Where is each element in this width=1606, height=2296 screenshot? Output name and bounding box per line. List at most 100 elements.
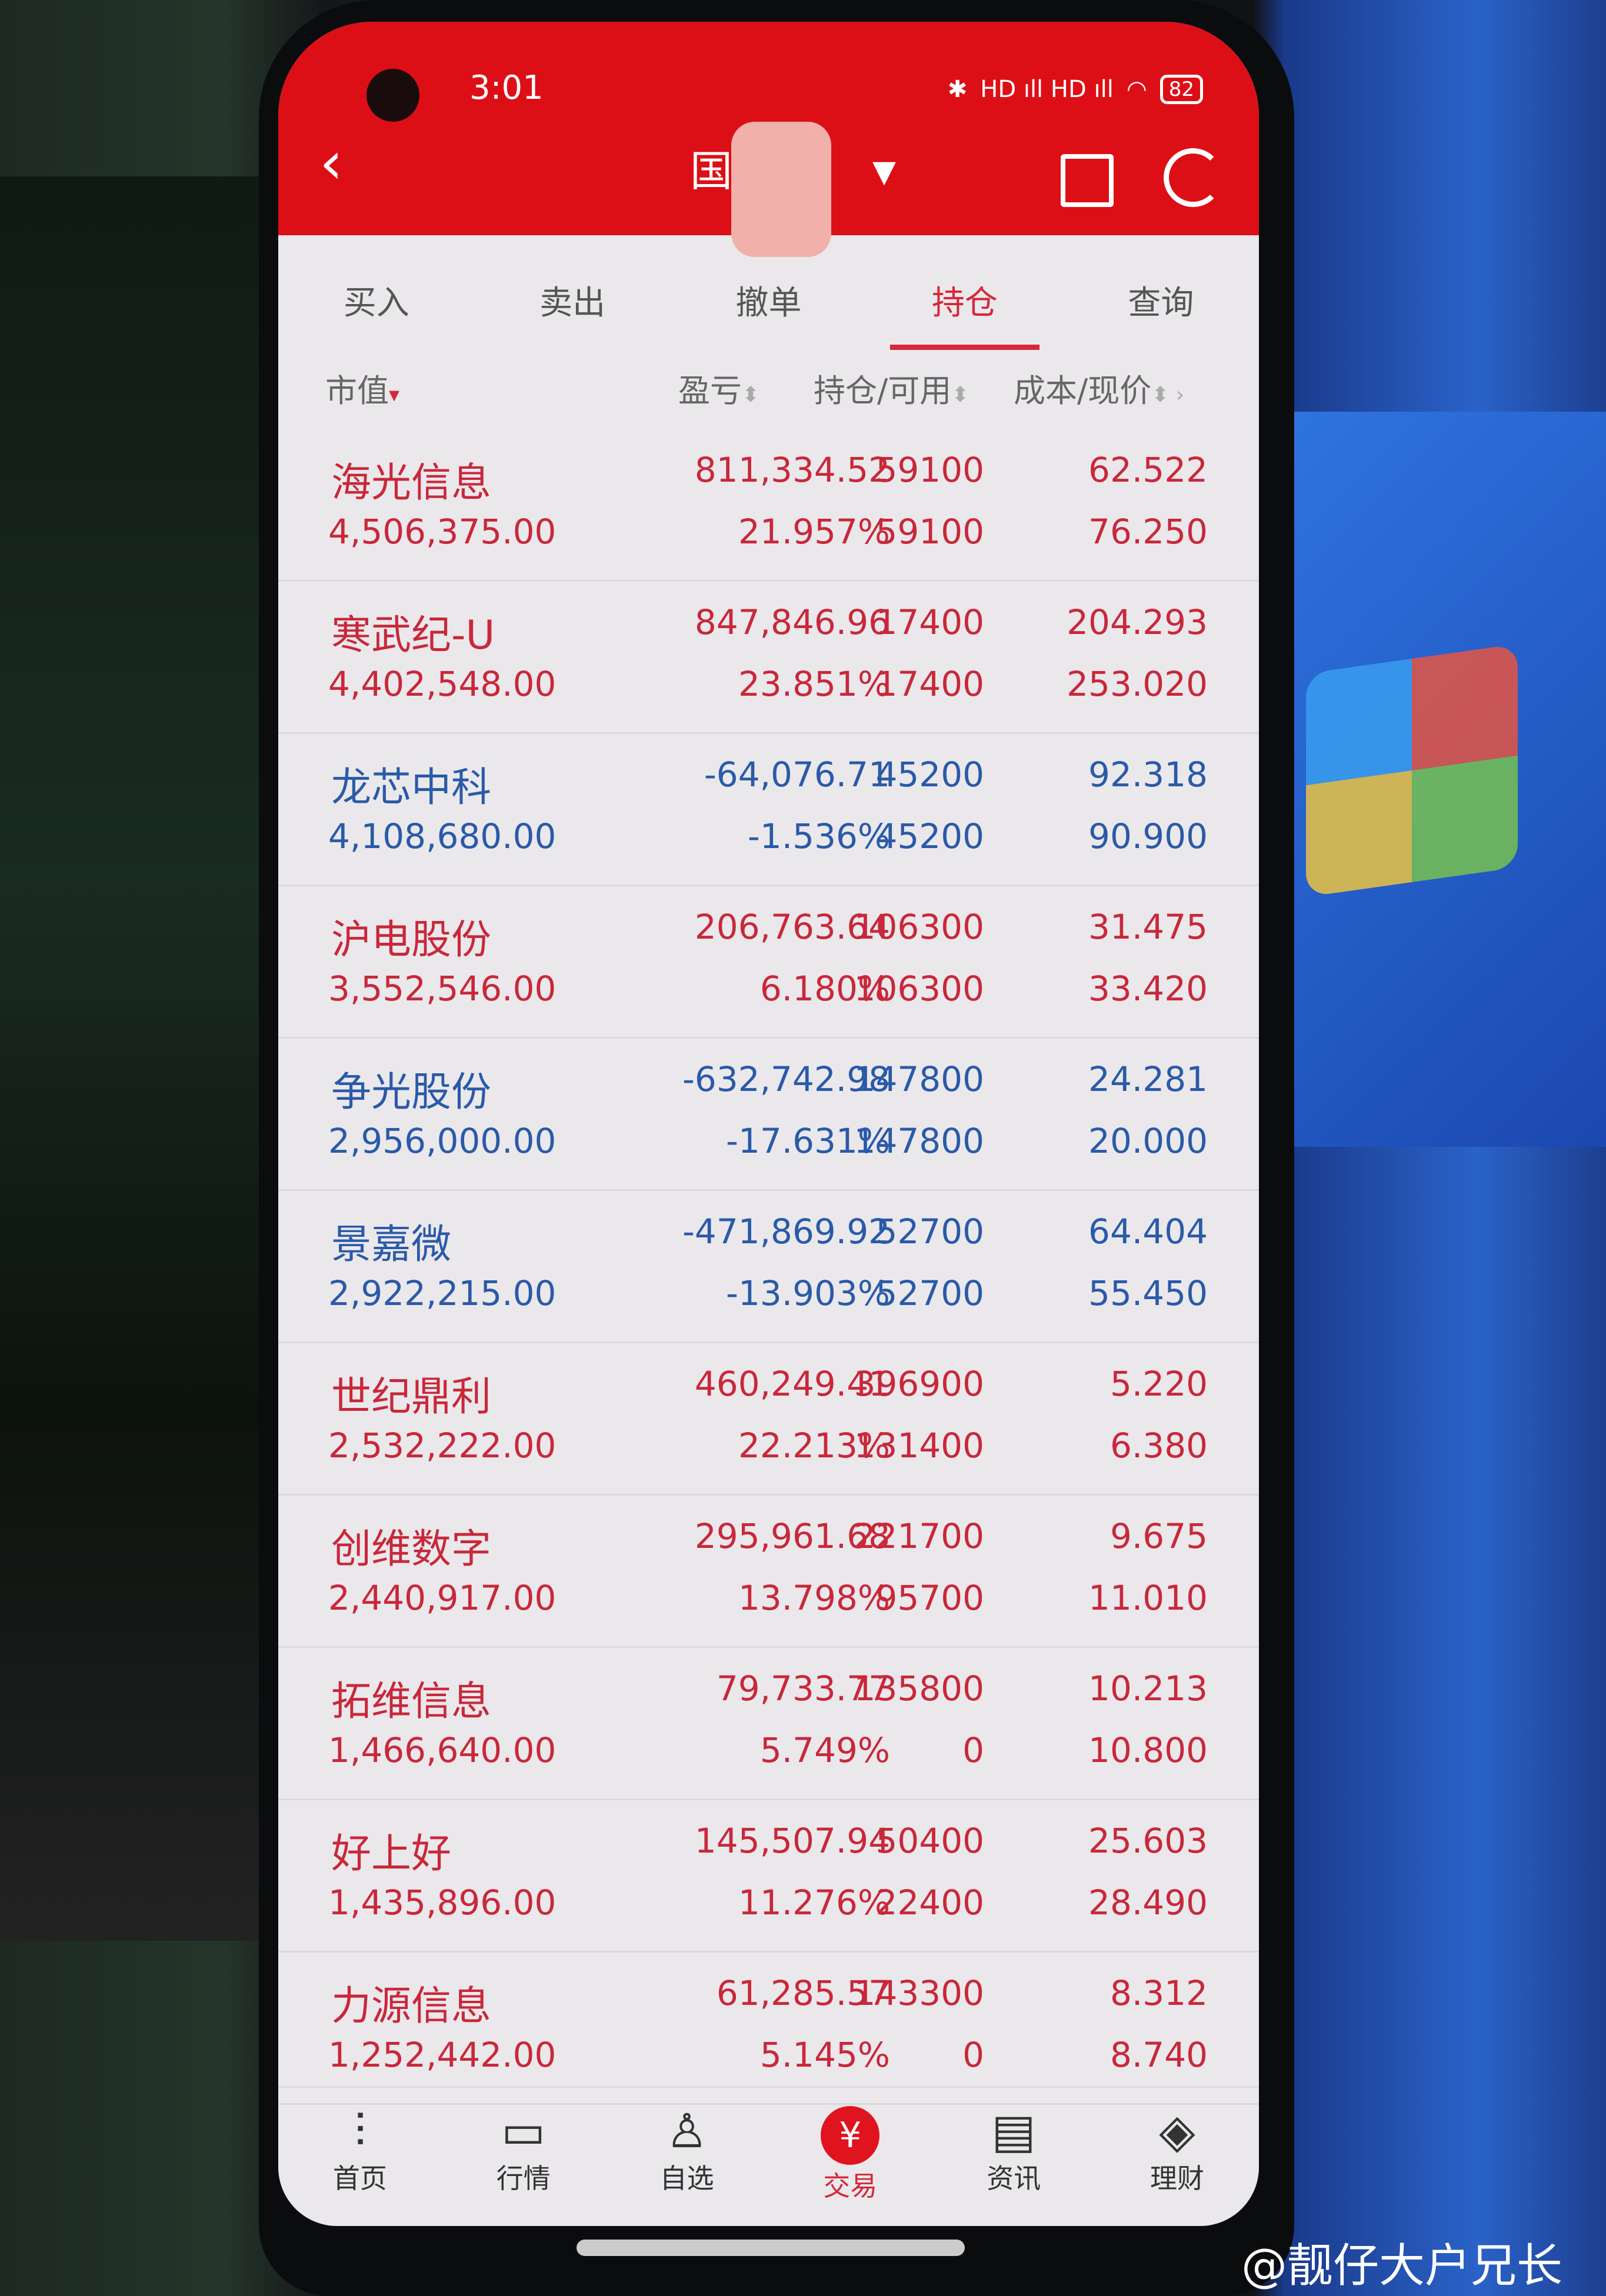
- current-price: 76.250: [1088, 512, 1208, 552]
- pnl-percent: 23.851%: [738, 664, 890, 704]
- available-qty: 52700: [875, 1273, 984, 1313]
- column-header: 市值▾ 盈亏⬍ 持仓/可用⬍ 成本/现价⬍ ›: [278, 353, 1259, 429]
- pnl-value: 460,249.41: [694, 1364, 890, 1404]
- tab-0[interactable]: 买入: [343, 284, 409, 322]
- holding-row[interactable]: 拓维信息 1,466,640.00 79,733.77 5.749% 135800 0 10…: [278, 1648, 1259, 1800]
- position-qty: 45200: [875, 755, 984, 795]
- pnl-percent: -13.903%: [726, 1273, 890, 1313]
- pnl-value: 61,285.57: [716, 1973, 890, 2013]
- holding-row[interactable]: 创维数字 2,440,917.00 295,961.68 13.798% 221700 9…: [278, 1496, 1259, 1648]
- market-value: 2,922,215.00: [328, 1273, 557, 1313]
- pnl-percent: 21.957%: [738, 512, 890, 552]
- pnl-percent: 22.213%: [738, 1426, 890, 1466]
- market-value: 4,402,548.00: [328, 664, 557, 704]
- cost-price: 204.293: [1067, 602, 1208, 642]
- pnl-percent: 5.145%: [759, 2035, 890, 2075]
- battery-icon: 82: [1159, 75, 1203, 104]
- holding-row[interactable]: 好上好 1,435,896.00 145,507.94 11.276% 50400 224…: [278, 1800, 1259, 1953]
- share-icon[interactable]: [1061, 154, 1114, 207]
- pnl-value: -471,869.92: [682, 1212, 890, 1252]
- pnl-percent: -1.536%: [747, 816, 890, 856]
- holding-row[interactable]: 沪电股份 3,552,546.00 206,763.64 6.180% 106300 10…: [278, 886, 1259, 1039]
- holding-row[interactable]: 争光股份 2,956,000.00 -632,742.98 -17.631% 14780…: [278, 1039, 1259, 1191]
- available-qty: 95700: [875, 1578, 984, 1618]
- nav-money-bag[interactable]: ◈ 理财: [1095, 2088, 1259, 2226]
- cost-price: 24.281: [1088, 1059, 1208, 1099]
- back-button[interactable]: ‹: [319, 128, 343, 197]
- yen-icon: ¥: [821, 2106, 880, 2165]
- cost-price: 9.675: [1109, 1516, 1208, 1556]
- position-qty: 17400: [875, 602, 984, 642]
- nav-label: 资讯: [987, 2162, 1041, 2194]
- sort-cost-price[interactable]: 成本/现价⬍ ›: [1014, 372, 1185, 409]
- sort-pnl[interactable]: 盈亏⬍: [678, 372, 760, 409]
- available-qty: 17400: [875, 664, 984, 704]
- nav-person-check[interactable]: ♙ 自选: [605, 2088, 769, 2226]
- stock-name: 拓维信息: [331, 1678, 492, 1725]
- pnl-percent: 5.749%: [759, 1730, 890, 1770]
- pnl-percent: 6.180%: [759, 969, 890, 1009]
- nav-yen[interactable]: ¥ 交易: [768, 2088, 932, 2226]
- available-qty: 0: [962, 1730, 984, 1770]
- stock-name: 世纪鼎利: [331, 1374, 492, 1420]
- phone-screen: 3:01 ✱ HD ıll HD ıll ◠ 82 ‹ 国 券 ▼ 买入 卖出 撤单…: [278, 22, 1259, 2226]
- cost-price: 25.603: [1088, 1821, 1208, 1861]
- refresh-icon[interactable]: [1164, 148, 1222, 207]
- person-check-icon: ♙: [665, 2104, 708, 2158]
- available-qty: 131400: [854, 1426, 984, 1466]
- available-qty: 0: [962, 2035, 984, 2075]
- tab-4[interactable]: 查询: [1128, 284, 1194, 322]
- holding-row[interactable]: 龙芯中科 4,108,680.00 -64,076.71 -1.536% 45200 45…: [278, 734, 1259, 886]
- tab-3[interactable]: 持仓: [867, 235, 1062, 353]
- holding-row[interactable]: 力源信息 1,252,442.00 61,285.57 5.145% 143300 0 8.…: [278, 1953, 1259, 2105]
- pnl-value: 295,961.68: [694, 1516, 890, 1556]
- sort-market-value[interactable]: 市值▾: [325, 372, 400, 409]
- market-value: 1,435,896.00: [328, 1883, 557, 1923]
- cost-price: 31.475: [1088, 907, 1208, 947]
- app-header: 3:01 ✱ HD ıll HD ıll ◠ 82 ‹ 国 券 ▼: [278, 22, 1259, 257]
- available-qty: 22400: [875, 1883, 984, 1923]
- nav-document[interactable]: ▤ 资讯: [932, 2088, 1095, 2226]
- windows-logo: [1306, 643, 1518, 897]
- current-price: 8.740: [1109, 2035, 1208, 2075]
- pnl-percent: -17.631%: [726, 1121, 890, 1161]
- available-qty: 59100: [875, 512, 984, 552]
- holding-row[interactable]: 海光信息 4,506,375.00 811,334.52 21.957% 59100 59…: [278, 429, 1259, 582]
- cost-price: 5.220: [1109, 1364, 1208, 1404]
- bluetooth-icon: ✱: [947, 76, 968, 103]
- home-indicator[interactable]: [577, 2240, 965, 2256]
- nav-candlestick[interactable]: ⫶ 首页: [278, 2088, 442, 2226]
- holding-row[interactable]: 寒武纪-U 4,402,548.00 847,846.96 23.851% 17400 1…: [278, 582, 1259, 734]
- holding-row[interactable]: 世纪鼎利 2,532,222.00 460,249.41 22.213% 396900 1…: [278, 1343, 1259, 1496]
- nav-label: 理财: [1150, 2162, 1205, 2194]
- tab-2[interactable]: 撤单: [735, 284, 802, 322]
- tab-1[interactable]: 卖出: [539, 284, 606, 322]
- position-qty: 50400: [875, 1821, 984, 1861]
- candlestick-icon: ⫶: [354, 2104, 366, 2158]
- status-time: 3:01: [469, 69, 544, 107]
- stock-name: 好上好: [331, 1831, 452, 1877]
- current-price: 6.380: [1109, 1426, 1208, 1466]
- nav-label: 交易: [823, 2170, 878, 2202]
- stock-name: 争光股份: [331, 1069, 492, 1116]
- wifi-icon: ◠: [1126, 76, 1147, 103]
- dropdown-caret-icon[interactable]: ▼: [872, 154, 896, 189]
- holding-row[interactable]: 景嘉微 2,922,215.00 -471,869.92 -13.903% 52700 5…: [278, 1191, 1259, 1343]
- cost-price: 64.404: [1088, 1212, 1208, 1252]
- privacy-mask: [731, 122, 831, 257]
- cost-price: 92.318: [1088, 755, 1208, 795]
- market-value: 1,466,640.00: [328, 1730, 557, 1770]
- bottom-nav: ⫶ 首页 ▭ 行情 ♙ 自选 ¥ 交易 ▤ 资讯 ◈ 理财: [278, 2086, 1259, 2226]
- available-qty: 147800: [854, 1121, 984, 1161]
- pnl-value: -64,076.71: [704, 755, 890, 795]
- position-qty: 135800: [854, 1668, 984, 1708]
- current-price: 20.000: [1088, 1121, 1208, 1161]
- holdings-list: 海光信息 4,506,375.00 811,334.52 21.957% 59100 59…: [278, 429, 1259, 2105]
- stock-name: 创维数字: [331, 1526, 492, 1573]
- nav-chart[interactable]: ▭ 行情: [442, 2088, 605, 2226]
- available-qty: 106300: [854, 969, 984, 1009]
- market-value: 3,552,546.00: [328, 969, 557, 1009]
- background-monitor-left: [0, 176, 276, 1941]
- current-price: 55.450: [1088, 1273, 1208, 1313]
- sort-position[interactable]: 持仓/可用⬍: [814, 372, 969, 409]
